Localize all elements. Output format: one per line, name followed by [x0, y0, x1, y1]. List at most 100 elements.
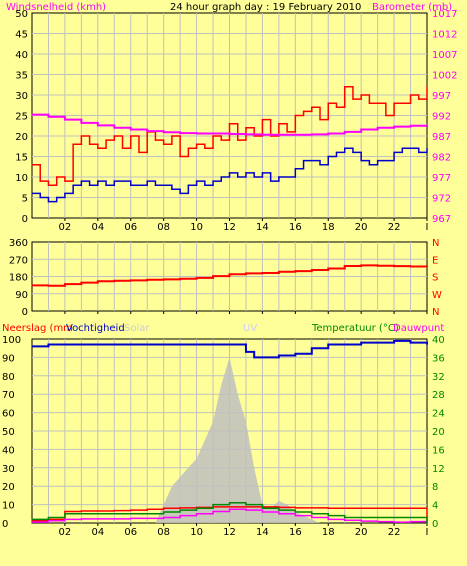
series-gust-point: [352, 98, 354, 100]
series-gust-point: [121, 147, 124, 149]
y-tick-label: 180: [9, 273, 28, 284]
y-tick-label: 50: [2, 427, 15, 438]
series-baro-point: [195, 132, 198, 135]
series-hum-point: [426, 343, 428, 346]
series-baro-point: [130, 128, 132, 131]
series-avg-point: [393, 151, 395, 153]
series-dew-point: [409, 521, 412, 523]
y-tick-label: 90: [15, 290, 28, 301]
series-temp-point: [294, 507, 296, 509]
series-gust-point: [179, 155, 181, 158]
y-tick-label: 20: [2, 482, 15, 493]
series-avg-point: [401, 147, 403, 149]
y2-tick-label: N: [432, 238, 439, 249]
wind-barometer-chart: 0 5 10 15 20 25 30 35 40 45 50 967 972 977 982 987 992 99…: [15, 9, 457, 233]
series-temp-point: [327, 507, 329, 509]
series-rain-point: [278, 509, 280, 511]
series-hum-point: [261, 356, 264, 358]
series-baro-point: [80, 122, 82, 124]
series-baro-point: [327, 132, 329, 135]
series-avg-point: [278, 176, 280, 178]
series-avg-point: [228, 172, 231, 174]
series-rain-point: [97, 513, 99, 515]
series-avg-point: [368, 164, 370, 166]
x-tick-label: I: [426, 222, 429, 233]
series-dir-point: [261, 272, 264, 274]
series-avg-point: [72, 184, 74, 186]
series-gust-point: [278, 123, 280, 125]
series-baro-point: [377, 127, 379, 129]
series-dir-point: [113, 280, 115, 282]
series-temp-point: [97, 510, 99, 512]
series-dir-point: [146, 279, 148, 281]
y2-tick-label: 8: [432, 482, 438, 493]
series-rain-point: [377, 516, 379, 519]
series-dir-point: [163, 278, 165, 280]
series-dew-point: [377, 521, 379, 523]
series-baro-point: [97, 124, 99, 126]
series-hum-point: [360, 342, 362, 344]
y-tick-label: 20: [15, 132, 28, 143]
series-dew-point: [80, 518, 82, 520]
series-hum-point: [31, 345, 33, 347]
y-tick-label: 30: [2, 464, 15, 475]
series-hum-point: [195, 343, 198, 346]
series-dir-point: [228, 273, 231, 275]
x-tick-label: 10: [190, 527, 203, 538]
series-hum-point: [245, 351, 247, 353]
series-rain-point: [245, 504, 247, 506]
y2-tick-label: 972: [432, 194, 451, 205]
series-gust-point: [401, 102, 403, 104]
series-dew-point: [47, 520, 50, 522]
y-tick-label: 0: [2, 519, 8, 530]
y2-tick-label: 24: [432, 409, 445, 420]
series-dew-point: [163, 516, 165, 519]
series-gust-point: [377, 102, 379, 104]
series-baro-point: [393, 125, 395, 128]
series-gust-point: [360, 94, 362, 96]
series-gust-point: [335, 106, 338, 108]
y-tick-label: 0: [22, 307, 28, 318]
y2-tick-label: 16: [432, 445, 445, 456]
series-rain-point: [344, 516, 346, 519]
x-tick-label: 18: [322, 527, 335, 538]
x-tick-label: 04: [91, 222, 104, 233]
uv-label: UV: [243, 323, 257, 334]
series-hum-point: [311, 347, 313, 349]
series-avg-point: [56, 196, 58, 199]
series-avg-point: [220, 176, 222, 178]
series-baro-point: [426, 123, 428, 126]
y-tick-label: 30: [15, 91, 28, 102]
solar-label: Solar: [124, 323, 150, 334]
y2-tick-label: 1012: [432, 30, 457, 41]
series-gust-point: [294, 114, 296, 117]
series-gust-point: [97, 147, 99, 149]
series-temp-point: [146, 508, 148, 510]
series-gust-point: [105, 139, 107, 141]
series-baro-point: [31, 114, 33, 116]
series-avg-point: [270, 180, 272, 182]
series-rain-point: [409, 516, 412, 519]
series-baro-point: [228, 133, 231, 135]
y-tick-label: 45: [15, 30, 28, 41]
x-tick-label: 12: [223, 222, 236, 233]
series-baro-point: [278, 134, 280, 136]
series-dew-point: [130, 517, 132, 520]
series-rain-point: [195, 507, 198, 509]
series-avg-point: [64, 192, 66, 194]
series-dir-point: [212, 275, 214, 277]
x-tick-label: 08: [157, 527, 170, 538]
series-avg-point: [212, 180, 214, 182]
series-temp-point: [130, 509, 132, 511]
series-dir-point: [409, 265, 412, 268]
series-gust-point: [187, 147, 189, 149]
y-tick-label: 10: [15, 173, 28, 184]
humidity-label: Vochtigheid: [66, 323, 125, 334]
series-hum-point: [130, 343, 132, 346]
series-hum-point: [409, 342, 412, 344]
series-dew-point: [179, 515, 181, 517]
series-dew-point: [31, 521, 33, 523]
series-dew-point: [393, 521, 395, 523]
series-avg-point: [31, 192, 33, 194]
series-avg-point: [385, 160, 387, 162]
